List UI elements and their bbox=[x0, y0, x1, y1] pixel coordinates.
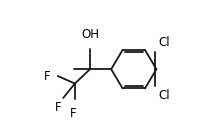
Text: Cl: Cl bbox=[158, 89, 170, 102]
Text: OH: OH bbox=[81, 28, 99, 41]
Text: Cl: Cl bbox=[158, 36, 170, 49]
Text: F: F bbox=[55, 101, 62, 114]
Text: F: F bbox=[70, 107, 77, 120]
Text: F: F bbox=[44, 70, 50, 82]
